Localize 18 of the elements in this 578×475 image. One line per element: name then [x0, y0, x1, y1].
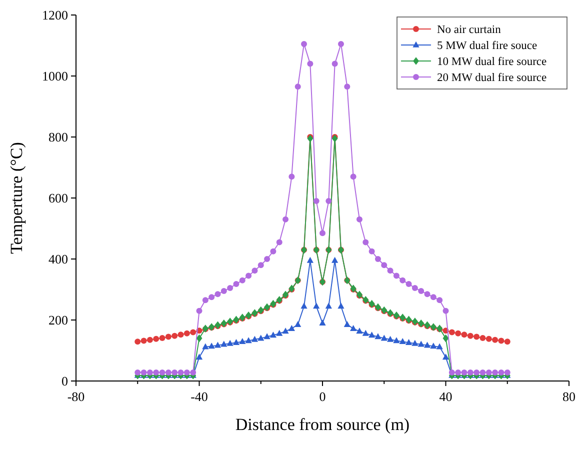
legend-label: No air curtain: [437, 24, 502, 36]
x-tick-label: 80: [562, 389, 576, 404]
x-tick-label: -80: [67, 389, 85, 404]
y-axis-title: Temperture (°C): [7, 142, 26, 254]
legend-label: 20 MW dual fire source: [437, 72, 547, 84]
y-tick-label: 200: [48, 312, 68, 328]
x-tick-label: 0: [319, 389, 326, 404]
x-tick-label: 40: [439, 389, 452, 404]
y-tick-label: 1200: [42, 8, 68, 22]
x-tick-label: -40: [190, 389, 208, 404]
x-axis-title: Distance from source (m): [235, 415, 410, 434]
legend-label: 5 MW dual fire souce: [437, 40, 538, 52]
y-tick-label: 800: [48, 130, 68, 144]
y-tick-label: 400: [48, 252, 68, 266]
y-tick-label: 1000: [42, 68, 68, 84]
y-tick-label: 600: [48, 190, 68, 206]
y-tick-label: 0: [62, 374, 68, 388]
legend-label: 10 MW dual fire source: [437, 56, 547, 68]
